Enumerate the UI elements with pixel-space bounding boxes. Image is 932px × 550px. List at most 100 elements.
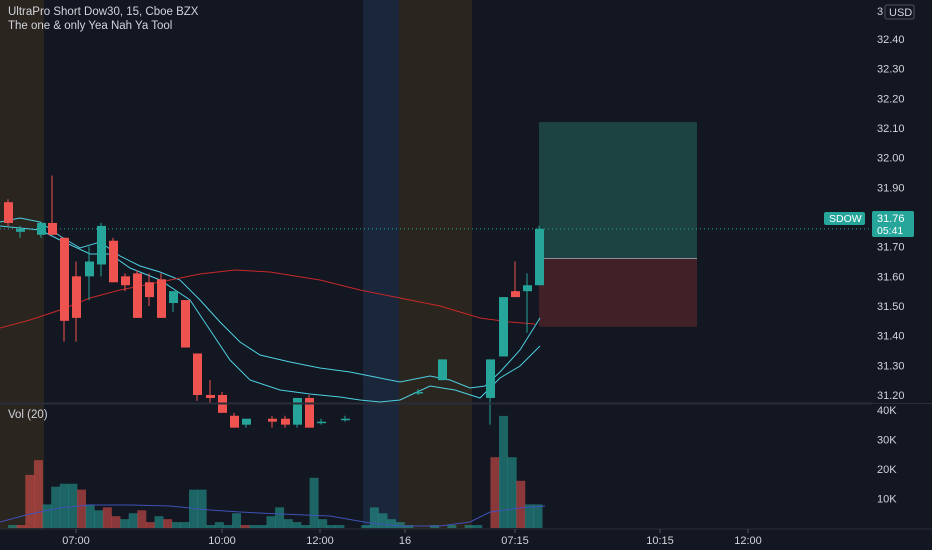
stop-zone	[539, 258, 697, 327]
volume-bar	[309, 477, 319, 528]
currency-badge[interactable]	[884, 4, 915, 20]
candle-body	[193, 353, 202, 395]
volume-tick: 20K	[877, 464, 897, 476]
candle-body	[341, 418, 350, 421]
chart-legend[interactable]: UltraPro Short Dow30, 15, Cboe BZX The o…	[8, 5, 198, 33]
candle-body	[60, 237, 69, 321]
volume-bar	[292, 522, 302, 528]
candle-body	[4, 202, 13, 223]
candle-body	[181, 300, 190, 348]
last-price-tag: SDOW 31.76 05:41	[824, 211, 914, 237]
price-tick: 32.40	[877, 34, 905, 46]
candle-body	[230, 415, 239, 428]
candle-body	[268, 418, 277, 422]
candle-body	[72, 276, 81, 318]
volume-bar	[94, 510, 104, 528]
candle-body	[305, 397, 314, 428]
candle-body	[293, 397, 302, 425]
volume-bars	[0, 415, 546, 528]
price-tick: 31.90	[877, 182, 905, 194]
volume-bar	[533, 504, 543, 528]
indicator-title[interactable]: The one & only Yea Nah Ya Tool	[8, 20, 173, 32]
volume-axis[interactable]: 40K 30K 20K 10K	[872, 404, 932, 529]
symbol-title[interactable]: UltraPro Short Dow30, 15, Cboe BZX	[8, 6, 199, 18]
candle-body	[511, 291, 520, 298]
ma-fast-line	[0, 217, 541, 389]
volume-bar	[524, 504, 534, 528]
candle-body	[85, 261, 94, 277]
volume-bar	[387, 519, 397, 528]
volume-bar	[8, 525, 18, 528]
position-zones[interactable]	[539, 122, 697, 327]
price-tick: 31.40	[877, 331, 905, 343]
candle-body	[37, 222, 46, 235]
volume-bar	[111, 516, 121, 528]
candle-body	[523, 285, 532, 292]
currency-label: USD	[889, 7, 912, 19]
volume-bar	[206, 525, 216, 528]
volume-bar	[369, 507, 379, 528]
ma-medium-line	[0, 225, 541, 403]
volume-bar	[68, 483, 78, 528]
volume-bar	[447, 525, 457, 528]
candle-body	[157, 279, 166, 318]
candle-body	[486, 359, 495, 398]
symbol-label: SDOW	[829, 213, 862, 225]
volume-bar	[180, 522, 190, 528]
volume-tick: 10K	[877, 494, 897, 506]
time-tick: 12:00	[734, 535, 762, 547]
price-badge	[872, 211, 914, 237]
price-tick: 31.20	[877, 390, 905, 402]
volume-bar	[249, 525, 259, 528]
volume-bar	[266, 516, 276, 528]
candle-body	[242, 418, 251, 425]
volume-bar	[499, 415, 509, 528]
price-tick: 31.70	[877, 242, 905, 254]
price-axis[interactable]: 3 USD 32.4032.3032.2032.1032.0031.9031.8…	[872, 0, 932, 403]
candle-body	[48, 222, 57, 235]
volume-bar	[257, 525, 267, 528]
volume-bar	[300, 525, 310, 528]
volume-tick: 30K	[877, 435, 897, 447]
candle-body	[16, 228, 25, 232]
volume-bar	[240, 525, 250, 528]
volume-bar	[404, 525, 414, 528]
candle-body	[133, 273, 142, 318]
volume-bar	[283, 519, 293, 528]
volume-bar	[16, 525, 26, 528]
volume-bar	[464, 525, 474, 528]
time-tick: 12:00	[306, 535, 334, 547]
candle-body	[535, 228, 544, 286]
candle-body	[97, 225, 106, 265]
volume-bar	[163, 519, 173, 528]
time-axis[interactable]: 07:00 10:00 12:00 16 07:15 10:15 12:00	[0, 528, 932, 547]
candle-body	[145, 282, 154, 298]
volume-bar	[516, 480, 526, 528]
volume-bar	[145, 522, 155, 528]
volume-bar	[275, 507, 285, 528]
volume-bar	[154, 516, 164, 528]
candle-body	[206, 395, 215, 398]
volume-bar	[128, 513, 138, 528]
volume-ma-line	[0, 504, 546, 527]
premarket-shade	[399, 0, 472, 529]
candle-body	[281, 418, 290, 425]
volume-indicator-label[interactable]: Vol (20)	[8, 409, 48, 421]
time-tick: 16	[399, 535, 411, 547]
volume-tick: 40K	[877, 405, 897, 417]
volume-bar	[120, 519, 130, 528]
candle-body	[414, 392, 423, 394]
volume-bar	[51, 486, 61, 528]
time-tick: 07:15	[501, 535, 529, 547]
candle-body	[499, 297, 508, 357]
volume-bar	[25, 474, 35, 528]
volume-bar	[102, 507, 112, 528]
price-tick: 32.30	[877, 64, 905, 76]
volume-bar	[490, 457, 500, 528]
time-tick: 07:00	[62, 535, 90, 547]
candle-body	[438, 359, 447, 381]
volume-bar	[214, 522, 224, 528]
volume-bar	[59, 483, 69, 528]
volume-bar	[232, 513, 242, 528]
